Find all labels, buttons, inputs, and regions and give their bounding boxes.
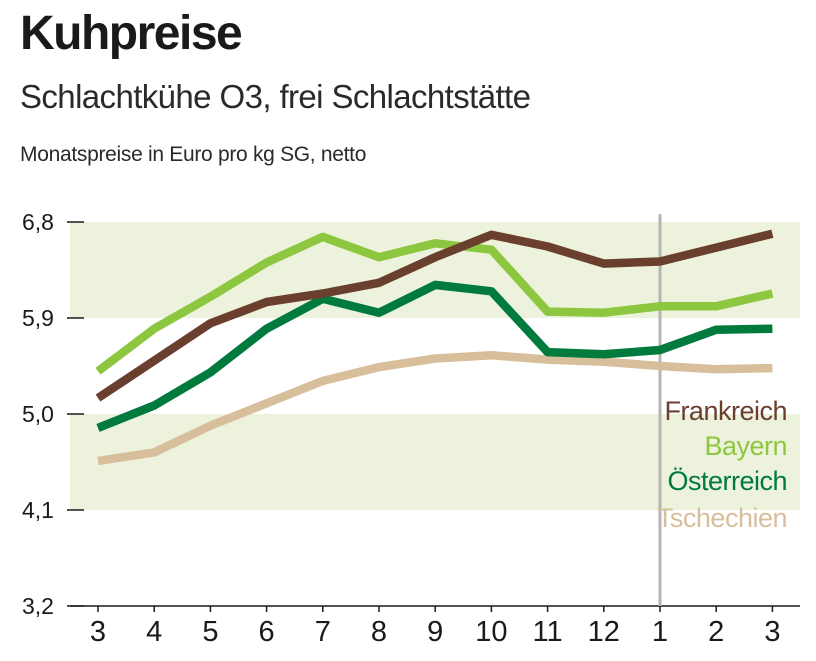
y-tick-label-2: 5,0	[22, 401, 54, 427]
x-tick-label-11: 2	[708, 616, 724, 648]
x-tick-label-7: 10	[475, 616, 507, 648]
legend-label-bayern: Bayern	[704, 431, 787, 461]
legend-label-österreich: Österreich	[667, 466, 787, 496]
chart-title: Kuhpreise	[20, 7, 243, 60]
x-tick-label-2: 5	[202, 616, 218, 648]
chart-subtitle: Schlachtkühe O3, frei Schlachtstätte	[20, 78, 531, 115]
x-tick-label-1: 4	[146, 616, 162, 648]
y-tick-label-0: 6,8	[22, 209, 54, 235]
band-0	[70, 222, 800, 318]
y-tick-label-4: 3,2	[22, 593, 54, 619]
y-tick-label-3: 4,1	[22, 497, 54, 523]
series-line-tschechien	[97, 351, 773, 466]
x-tick-label-8: 11	[533, 616, 563, 648]
x-tick-label-6: 9	[427, 616, 443, 648]
legend-label-frankreich: Frankreich	[664, 396, 787, 426]
y-axis-label: Monatspreise in Euro pro kg SG, netto	[20, 143, 367, 166]
x-tick-label-12: 3	[764, 616, 780, 648]
x-tick-label-4: 7	[315, 616, 331, 648]
x-tick-label-10: 1	[652, 616, 668, 648]
x-tick-label-3: 6	[259, 616, 275, 648]
legend-label-tschechien: Tschechien	[657, 503, 787, 533]
series-line-österreich	[96, 280, 773, 432]
series-line-frankreich	[95, 229, 774, 402]
x-tick-label-5: 8	[371, 616, 387, 648]
x-tick-label-0: 3	[90, 616, 106, 648]
x-tick-label-9: 12	[588, 616, 620, 648]
y-tick-label-1: 5,9	[22, 305, 54, 331]
series-line-bayern	[95, 232, 774, 375]
